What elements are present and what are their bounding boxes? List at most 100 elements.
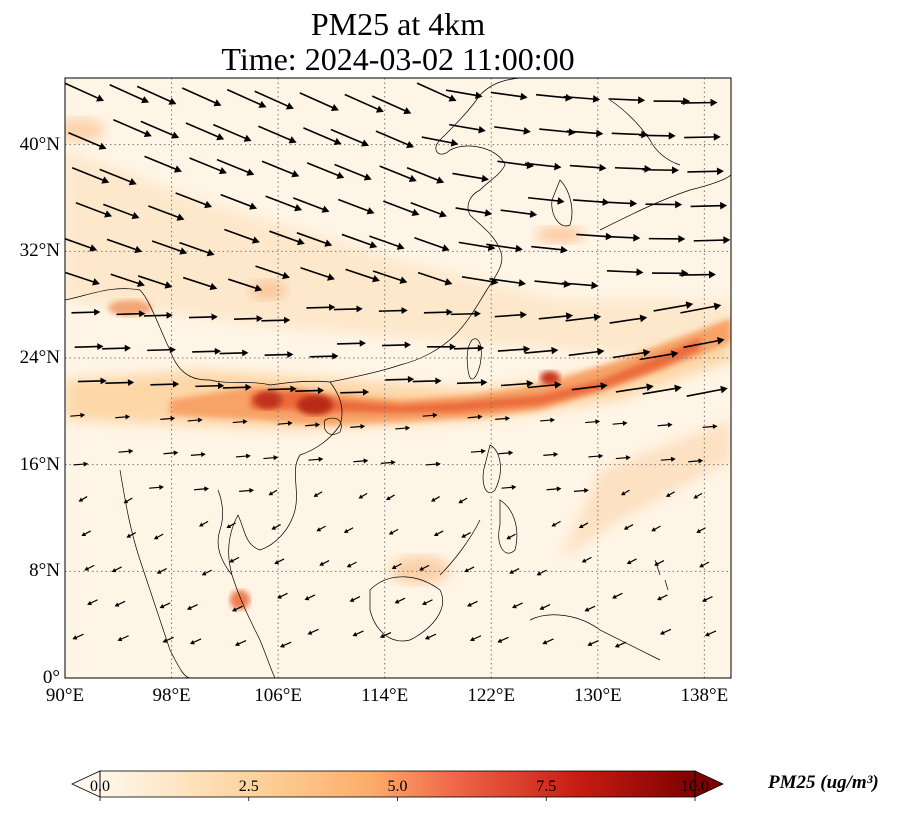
wind-arrow xyxy=(295,387,325,394)
wind-arrow xyxy=(578,522,589,529)
wind-arrow xyxy=(265,195,303,212)
lon-tick-label: 138°E xyxy=(680,685,729,706)
wind-arrow xyxy=(687,167,724,176)
wind-arrow xyxy=(424,633,437,640)
wind-arrow xyxy=(494,126,531,135)
wind-arrow xyxy=(412,377,442,385)
wind-arrow xyxy=(382,200,420,216)
wind-arrow xyxy=(296,232,333,247)
wind-arrow xyxy=(116,310,146,318)
colorbar xyxy=(71,770,724,801)
wind-arrow xyxy=(657,594,668,601)
wind-arrow xyxy=(615,455,631,461)
wind-arrow xyxy=(261,160,300,178)
wind-arrow xyxy=(461,532,471,538)
wind-arrow xyxy=(379,632,392,638)
colorbar-label: PM25 (ug/m³) xyxy=(768,772,879,793)
wind-arrow xyxy=(500,379,534,388)
wind-arrow xyxy=(498,450,514,456)
wind-arrow xyxy=(233,315,263,322)
wind-arrow xyxy=(702,596,713,602)
wind-arrow xyxy=(489,278,527,287)
wind-arrow xyxy=(261,316,291,324)
wind-arrow xyxy=(500,209,538,218)
wind-arrow xyxy=(144,155,182,173)
wind-arrow xyxy=(150,380,180,388)
wind-arrow xyxy=(226,522,236,529)
wind-arrow xyxy=(219,349,249,357)
wind-arrow xyxy=(189,157,227,175)
wind-arrow xyxy=(660,456,676,462)
wind-arrow xyxy=(679,270,716,279)
wind-arrow xyxy=(300,267,335,281)
wind-arrow xyxy=(201,569,212,576)
wind-arrow xyxy=(654,560,665,566)
wind-arrow xyxy=(686,385,728,397)
wind-arrow xyxy=(551,520,561,527)
wind-arrow xyxy=(109,84,150,104)
wind-arrow xyxy=(626,558,637,565)
wind-arrow xyxy=(385,375,415,383)
wind-arrow xyxy=(194,486,209,492)
wind-arrow xyxy=(651,525,661,532)
wind-arrow xyxy=(642,166,679,175)
wind-arrow xyxy=(416,82,457,102)
lat-tick-label: 0° xyxy=(42,667,60,688)
wind-arrow xyxy=(422,412,438,418)
wind-arrow xyxy=(105,379,135,386)
wind-arrow xyxy=(469,635,482,642)
wind-arrow xyxy=(103,203,140,220)
wind-arrow xyxy=(343,527,354,533)
wind-arrow xyxy=(84,564,95,571)
wind-arrow xyxy=(344,93,384,113)
wind-arrow xyxy=(375,130,415,149)
wind-arrow xyxy=(497,345,531,353)
wind-arrow xyxy=(308,456,324,462)
wind-arrow xyxy=(699,561,710,568)
wind-arrow xyxy=(581,556,592,563)
wind-arrow xyxy=(143,311,173,319)
wind-arrow xyxy=(527,196,565,205)
wind-arrow xyxy=(358,492,368,499)
wind-arrow xyxy=(614,641,627,648)
wind-arrow xyxy=(114,600,126,607)
wind-arrow xyxy=(452,172,489,183)
wind-arrow xyxy=(106,238,143,254)
wind-arrow xyxy=(611,130,649,139)
wind-arrow xyxy=(162,636,174,643)
wind-arrow xyxy=(117,635,129,642)
wind-arrow xyxy=(571,382,608,391)
wind-arrow xyxy=(163,450,179,456)
wind-arrow xyxy=(72,633,84,640)
wind-arrow xyxy=(115,414,131,420)
wind-arrow xyxy=(693,236,731,244)
wind-arrow xyxy=(187,417,203,423)
wind-arrow xyxy=(430,496,440,502)
wind-arrow xyxy=(506,533,516,540)
wind-arrow xyxy=(70,412,86,418)
wind-arrow xyxy=(352,630,364,637)
wind-arrow xyxy=(422,599,433,606)
wind-arrow xyxy=(388,528,399,535)
wind-vectors xyxy=(65,82,731,648)
wind-arrow xyxy=(659,628,672,635)
wind-arrow xyxy=(608,96,646,104)
wind-arrow xyxy=(379,165,417,183)
wind-arrow xyxy=(414,236,450,252)
wind-arrow xyxy=(277,592,288,599)
wind-arrow xyxy=(274,558,285,565)
wind-arrow xyxy=(255,265,290,280)
wind-arrow xyxy=(126,532,137,538)
wind-arrow xyxy=(683,337,725,349)
wind-arrow xyxy=(271,524,281,530)
wind-arrow xyxy=(78,496,88,502)
wind-arrow xyxy=(620,489,630,496)
wind-arrow xyxy=(148,205,185,221)
wind-arrow xyxy=(419,564,430,571)
wind-arrow xyxy=(77,377,107,385)
wind-arrow xyxy=(371,95,412,115)
wind-arrow xyxy=(99,168,137,186)
wind-arrow xyxy=(540,417,556,423)
wind-arrow xyxy=(642,384,682,395)
wind-arrow xyxy=(680,302,722,314)
